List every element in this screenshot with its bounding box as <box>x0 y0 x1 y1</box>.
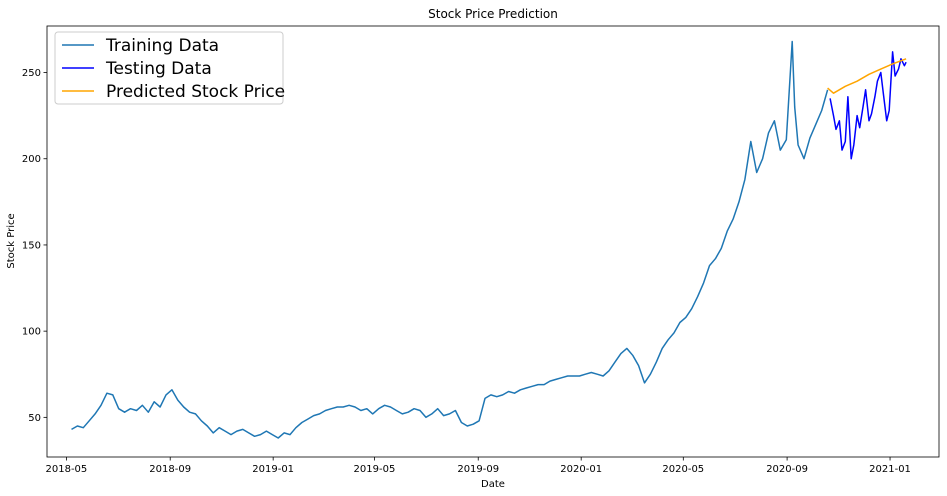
x-tick-label: 2018-05 <box>46 464 88 475</box>
axes-border <box>46 25 940 458</box>
y-tick-label: 100 <box>22 327 41 338</box>
x-tick-label: 2019-09 <box>457 464 499 475</box>
y-axis: 50 100 150 200 250 <box>22 68 47 424</box>
series-line-training-data <box>71 40 829 439</box>
legend: Training Data Testing Data Predicted Stock… <box>54 31 285 105</box>
x-tick-label: 2020-09 <box>766 464 808 475</box>
legend-box <box>54 31 284 105</box>
series-line-testing-data <box>829 51 907 160</box>
x-tick-label: 2019-01 <box>252 464 294 475</box>
series-line-predicted-stock-price <box>827 58 907 94</box>
x-tick-label: 2020-01 <box>560 464 602 475</box>
x-tick-label: 2020-05 <box>662 464 704 475</box>
chart-title: Stock Price Prediction <box>428 7 558 21</box>
plot-area <box>71 40 907 439</box>
y-tick-label: 150 <box>22 240 41 251</box>
y-axis-title: Stock Price <box>6 213 17 268</box>
legend-label-predicted-stock-price: Predicted Stock Price <box>106 82 285 102</box>
x-axis-title: Date <box>481 479 505 490</box>
x-tick-label: 2018-09 <box>149 464 191 475</box>
legend-label-training-data: Training Data <box>105 36 219 56</box>
x-tick-label: 2021-01 <box>869 464 911 475</box>
y-tick-label: 200 <box>22 154 41 165</box>
y-tick-label: 250 <box>22 68 41 79</box>
x-tick-label: 2019-05 <box>354 464 396 475</box>
axes-frame <box>46 25 940 458</box>
y-tick-label: 50 <box>28 413 41 424</box>
x-axis: 2018-05 2018-09 2019-01 2019-05 2019-09 2020-… <box>46 457 911 475</box>
legend-label-testing-data: Testing Data <box>105 59 212 79</box>
